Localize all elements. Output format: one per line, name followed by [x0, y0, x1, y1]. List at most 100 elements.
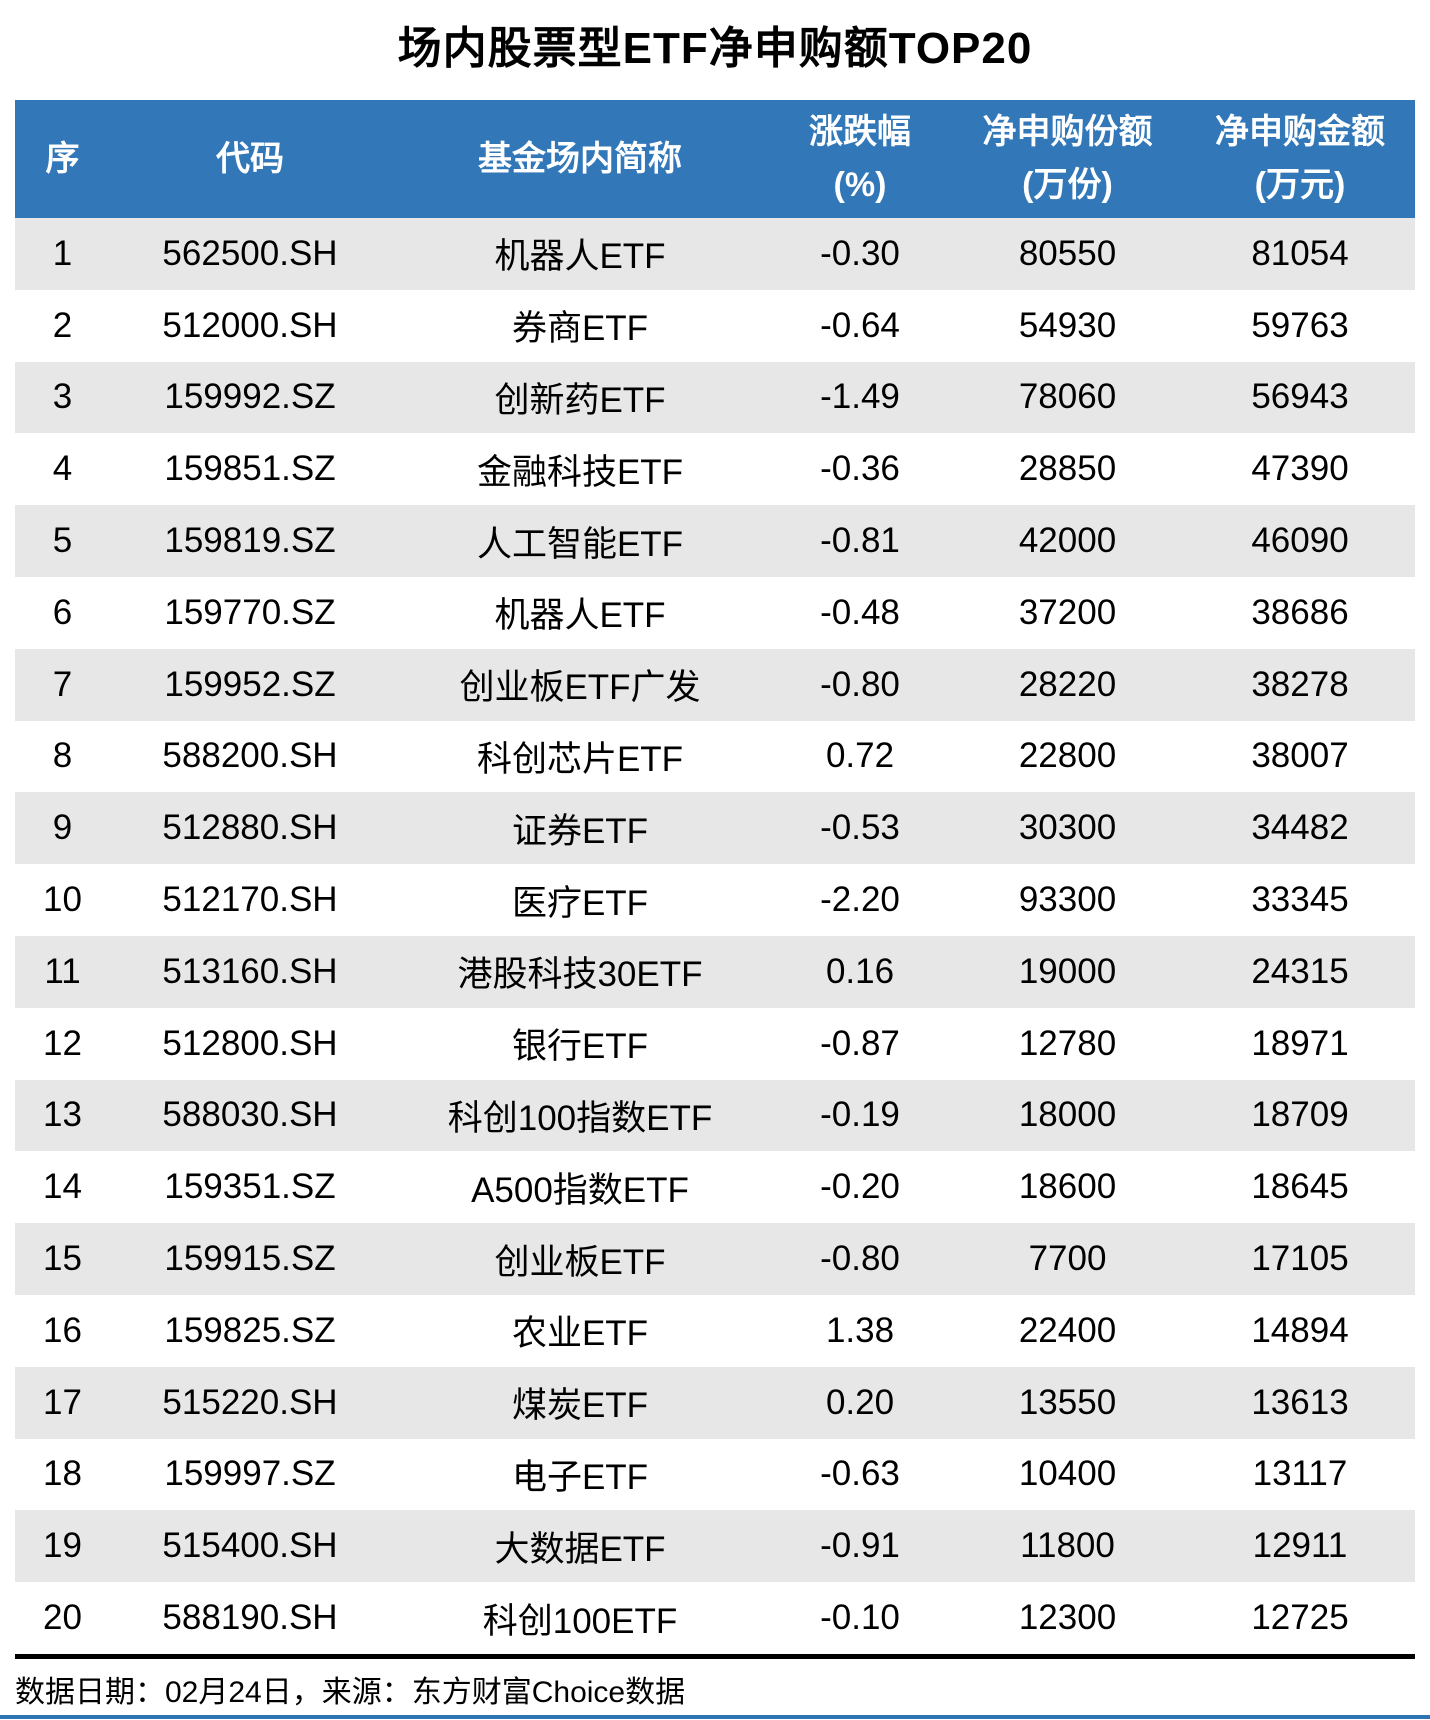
cell-net-shares: 10400	[1018, 1454, 1117, 1494]
cell-net-shares: 18600	[1018, 1167, 1117, 1207]
table-row: 17 515220.SH 煤炭ETF 0.20 13550 13613	[15, 1366, 1415, 1439]
cell-net-shares: 11800	[1020, 1526, 1115, 1566]
cell-net-amount: 12911	[1252, 1526, 1348, 1566]
cell-net-shares: 19000	[1018, 951, 1117, 991]
cell-net-amount: 34482	[1251, 808, 1349, 848]
cell-change-pct: -0.64	[820, 305, 900, 345]
cell-change-pct: -0.48	[820, 592, 900, 632]
col-header-label: 序	[45, 139, 80, 178]
cell-net-shares: 7700	[1028, 1239, 1107, 1279]
cell-fund-name: 港股科技30ETF	[457, 955, 703, 995]
cell-net-shares: 54930	[1018, 305, 1117, 345]
cell-fund-name: A500指数ETF	[471, 1170, 689, 1210]
table-row: 11 513160.SH 港股科技30ETF 0.16 19000 24315	[15, 935, 1415, 1008]
cell-code: 159351.SZ	[164, 1167, 336, 1207]
cell-rank: 17	[43, 1382, 82, 1422]
cell-fund-name: 农业ETF	[511, 1314, 649, 1354]
cell-net-shares: 22400	[1018, 1310, 1117, 1350]
cell-code: 159851.SZ	[164, 449, 336, 489]
cell-net-amount: 38686	[1251, 592, 1349, 632]
cell-net-amount: 56943	[1251, 377, 1349, 417]
cell-net-amount: 38007	[1251, 736, 1349, 776]
col-header-fund-name: 基金场内简称	[390, 133, 770, 186]
cell-net-amount: 81054	[1251, 233, 1349, 273]
cell-rank: 20	[43, 1598, 82, 1638]
cell-rank: 4	[52, 449, 73, 489]
cell-code: 515220.SH	[162, 1382, 338, 1422]
cell-code: 159825.SZ	[164, 1310, 336, 1350]
table-row: 20 588190.SH 科创100ETF -0.10 12300 12725	[15, 1582, 1415, 1654]
cell-change-pct: -2.20	[820, 880, 900, 920]
cell-change-pct: 0.72	[825, 736, 895, 776]
table-row: 14 159351.SZ A500指数ETF -0.20 18600 18645	[15, 1151, 1415, 1224]
cell-change-pct: -0.81	[820, 521, 900, 561]
cell-change-pct: -0.19	[820, 1095, 900, 1135]
cell-net-shares: 42000	[1018, 521, 1117, 561]
table-row: 1 562500.SH 机器人ETF -0.30 80550 81054	[15, 218, 1415, 290]
cell-fund-name: 券商ETF	[511, 309, 649, 349]
cell-net-shares: 37200	[1018, 592, 1117, 632]
cell-code: 512800.SH	[162, 1023, 338, 1063]
cell-rank: 1	[52, 233, 73, 273]
cell-change-pct: 0.16	[825, 951, 895, 991]
cell-change-pct: 1.38	[825, 1310, 895, 1350]
col-header-unit: (万份)	[1022, 166, 1113, 204]
cell-code: 562500.SH	[162, 233, 338, 273]
cell-rank: 7	[52, 664, 73, 704]
cell-code: 588190.SH	[162, 1598, 338, 1638]
cell-rank: 2	[52, 305, 73, 345]
cell-fund-name: 医疗ETF	[511, 883, 649, 923]
cell-net-amount: 24315	[1251, 951, 1349, 991]
cell-net-amount: 47390	[1251, 449, 1349, 489]
cell-net-amount: 12725	[1251, 1598, 1349, 1638]
cell-code: 159952.SZ	[164, 664, 336, 704]
cell-net-shares: 28850	[1018, 449, 1117, 489]
cell-fund-name: 证券ETF	[511, 811, 649, 851]
cell-net-amount: 14894	[1251, 1310, 1349, 1350]
cell-rank: 14	[43, 1167, 82, 1207]
table-row: 9 512880.SH 证券ETF -0.53 30300 34482	[15, 792, 1415, 865]
col-header-label: 涨跌幅	[809, 113, 911, 152]
cell-fund-name: 金融科技ETF	[476, 452, 684, 492]
cell-rank: 16	[43, 1310, 82, 1350]
cell-rank: 15	[43, 1239, 82, 1279]
cell-net-shares: 12780	[1018, 1023, 1117, 1063]
col-header-unit: (万元)	[1254, 166, 1346, 204]
data-source-note: 数据日期：02月24日，来源：东方财富Choice数据	[15, 1675, 686, 1709]
table-row: 19 515400.SH 大数据ETF -0.91 11800 12911	[15, 1510, 1415, 1583]
cell-change-pct: -0.36	[820, 449, 900, 489]
cell-code: 159915.SZ	[164, 1239, 336, 1279]
cell-fund-name: 电子ETF	[511, 1457, 649, 1497]
cell-net-amount: 18709	[1251, 1095, 1349, 1135]
cell-net-shares: 30300	[1018, 808, 1117, 848]
table-row: 3 159992.SZ 创新药ETF -1.49 78060 56943	[15, 361, 1415, 434]
cell-net-amount: 13117	[1252, 1454, 1348, 1494]
cell-net-shares: 13550	[1018, 1382, 1117, 1422]
cell-change-pct: -0.30	[820, 233, 900, 273]
table-row: 12 512800.SH 银行ETF -0.87 12780 18971	[15, 1007, 1415, 1080]
table-header-row: 序 代码 基金场内简称 涨跌幅 (%) 净申购份额 (万份) 净申购金额 (万元…	[15, 100, 1415, 218]
cell-fund-name: 创新药ETF	[494, 380, 666, 420]
col-header-net-amount: 净申购金额 (万元)	[1185, 106, 1415, 211]
cell-code: 588030.SH	[162, 1095, 338, 1135]
cell-net-shares: 18000	[1018, 1095, 1117, 1135]
table-row: 4 159851.SZ 金融科技ETF -0.36 28850 47390	[15, 433, 1415, 506]
cell-change-pct: -0.80	[820, 1239, 900, 1279]
cell-fund-name: 煤炭ETF	[511, 1386, 649, 1426]
cell-rank: 3	[52, 377, 73, 417]
col-header-rank: 序	[15, 133, 110, 186]
table-row: 10 512170.SH 医疗ETF -2.20 93300 33345	[15, 864, 1415, 936]
cell-code: 512170.SH	[162, 880, 338, 920]
table-row: 8 588200.SH 科创芯片ETF 0.72 22800 38007	[15, 720, 1415, 793]
cell-code: 512880.SH	[162, 808, 338, 848]
cell-rank: 9	[52, 808, 73, 848]
cell-code: 512000.SH	[162, 305, 338, 345]
cell-code: 588200.SH	[162, 736, 338, 776]
table-row: 13 588030.SH 科创100指数ETF -0.19 18000 18709	[15, 1079, 1415, 1152]
cell-fund-name: 机器人ETF	[494, 237, 666, 277]
col-header-change-pct: 涨跌幅 (%)	[770, 106, 950, 211]
cell-rank: 8	[52, 736, 73, 776]
cell-net-amount: 59763	[1251, 305, 1349, 345]
col-header-unit: (%)	[833, 166, 887, 204]
cell-change-pct: -0.20	[820, 1167, 900, 1207]
